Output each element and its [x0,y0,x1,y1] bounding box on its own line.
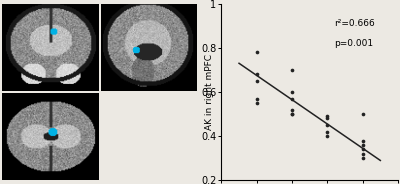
Point [360,148,366,151]
Text: p=0.001: p=0.001 [334,39,374,48]
Text: r²=0.666: r²=0.666 [334,19,375,28]
Point [324,130,330,133]
Point [254,51,260,54]
Point [254,79,260,82]
Point [360,113,366,116]
Point [289,113,295,116]
Text: AK in right mPFC: AK in right mPFC [205,54,214,130]
Point [289,68,295,71]
Point [289,91,295,93]
Point [324,135,330,138]
Point [324,115,330,118]
Point [254,102,260,105]
Point [324,117,330,120]
Point [360,157,366,160]
Point [324,124,330,127]
Point [254,73,260,76]
Point [289,113,295,116]
Point [289,108,295,111]
Point [254,97,260,100]
Point [360,144,366,146]
Point [360,139,366,142]
Point [289,97,295,100]
Point [360,152,366,155]
